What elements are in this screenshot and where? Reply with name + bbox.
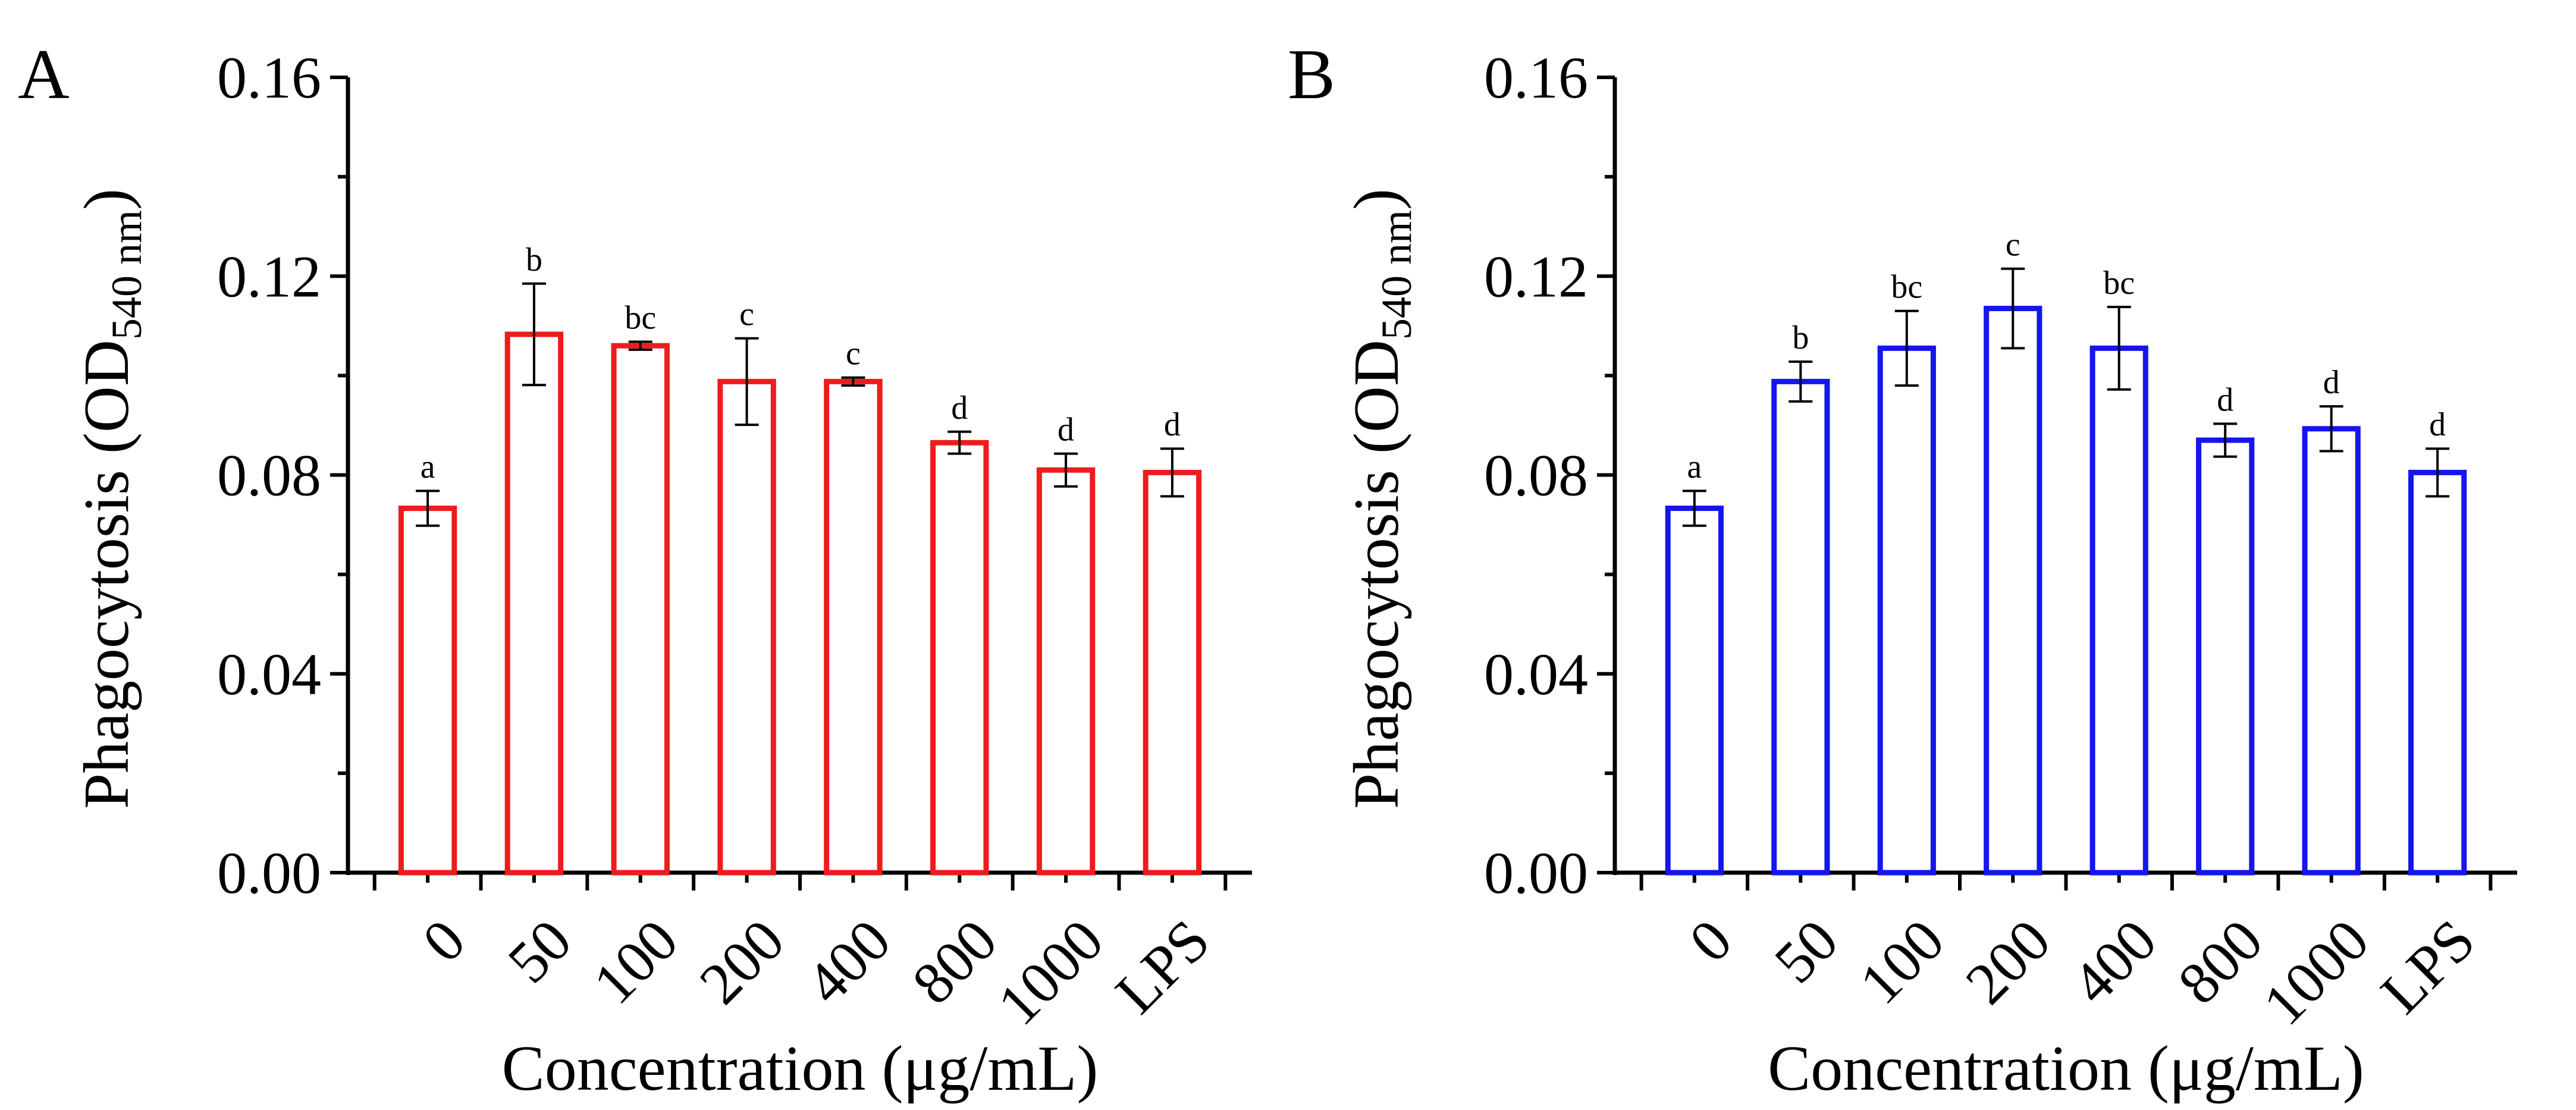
chart-panel-a: A 0.00 0.04 0.08 0.12 0.16 a 0 b 50 bc 100 c 200 c 400 d… [18,35,1252,1104]
x-axis-title: Concentration (μg/mL) [1768,1033,2364,1104]
significance-label: c [2006,227,2020,264]
x-tick-label: 50 [1762,907,1850,995]
bar [1036,467,1096,876]
significance-label: d [2217,381,2233,418]
significance-label: c [739,296,754,333]
y-tick-label: 0.04 [1484,641,1588,707]
y-tick-label: 0.08 [217,443,321,509]
bar [1771,378,1830,876]
x-tick-label: 800 [900,907,1010,1017]
significance-label: a [421,449,435,485]
significance-label: d [1164,406,1181,443]
bar [1984,306,2042,876]
x-tick-label: 400 [2059,907,2169,1017]
y-axis-title-subscript: 540 nm [103,210,150,340]
significance-label: d [951,390,968,427]
y-axis-title-main: Phagocytosis (OD [1341,340,1412,809]
x-tick-label: 400 [793,907,903,1017]
panel-letter: A [18,35,70,114]
significance-label: b [526,242,542,278]
significance-label: d [2323,364,2340,401]
y-tick-label: 0.12 [1484,243,1588,309]
bar [1665,505,1724,876]
significance-label: d [1058,412,1074,449]
x-tick-label: 0 [410,907,478,974]
y-axis-title: Phagocytosis (OD540 nm) [1341,189,1420,809]
x-tick-label: 0 [1677,907,1744,974]
bar [2408,469,2467,876]
bar [2089,345,2148,876]
panel-letter: B [1288,35,1335,114]
significance-label: a [1687,449,1702,485]
y-tick-label: 0.12 [217,243,321,309]
bar [1143,469,1202,876]
y-tick-label: 0.16 [1484,45,1588,111]
significance-label: bc [1891,269,1922,306]
chart-panel-b: B 0.00 0.04 0.08 0.12 0.16 a 0 b 50 bc 100 c 200 bc 400… [1288,35,2517,1104]
y-axis-title-close: ) [1341,189,1412,210]
significance-label: bc [625,300,656,337]
bar [2196,437,2255,876]
bar [824,378,883,876]
x-tick-label: 100 [1847,907,1957,1017]
x-tick-label: 50 [495,907,584,995]
significance-label: d [2429,406,2446,443]
y-tick-label: 0.04 [217,641,321,707]
x-tick-label: 200 [1953,907,2063,1017]
y-axis-title-subscript: 540 nm [1373,210,1420,340]
x-tick-label: 1000 [2251,907,2382,1037]
significance-label: c [846,335,861,372]
y-axis-title: Phagocytosis (OD540 nm) [71,189,150,809]
significance-label: b [1792,319,1809,356]
x-tick-label: 200 [687,907,797,1017]
x-tick-label: LPS [1103,907,1222,1026]
bar [1877,345,1936,876]
bar [717,378,776,876]
bar [398,505,457,876]
bar [2302,426,2361,876]
x-tick-label: 800 [2166,907,2276,1017]
bar [930,440,989,876]
x-tick-label: LPS [2368,907,2487,1026]
y-axis-title-main: Phagocytosis (OD [71,340,142,809]
y-tick-label: 0.08 [1484,443,1588,509]
y-axis-title-close: ) [71,189,142,210]
significance-label: bc [2103,265,2135,302]
y-tick-label: 0.00 [217,840,321,906]
y-tick-label: 0.00 [1484,840,1588,906]
x-tick-label: 1000 [985,907,1116,1037]
x-axis-title: Concentration (μg/mL) [502,1033,1099,1104]
y-tick-label: 0.16 [217,45,321,111]
bar [611,343,670,876]
bar [504,331,564,876]
x-tick-label: 100 [581,907,691,1017]
